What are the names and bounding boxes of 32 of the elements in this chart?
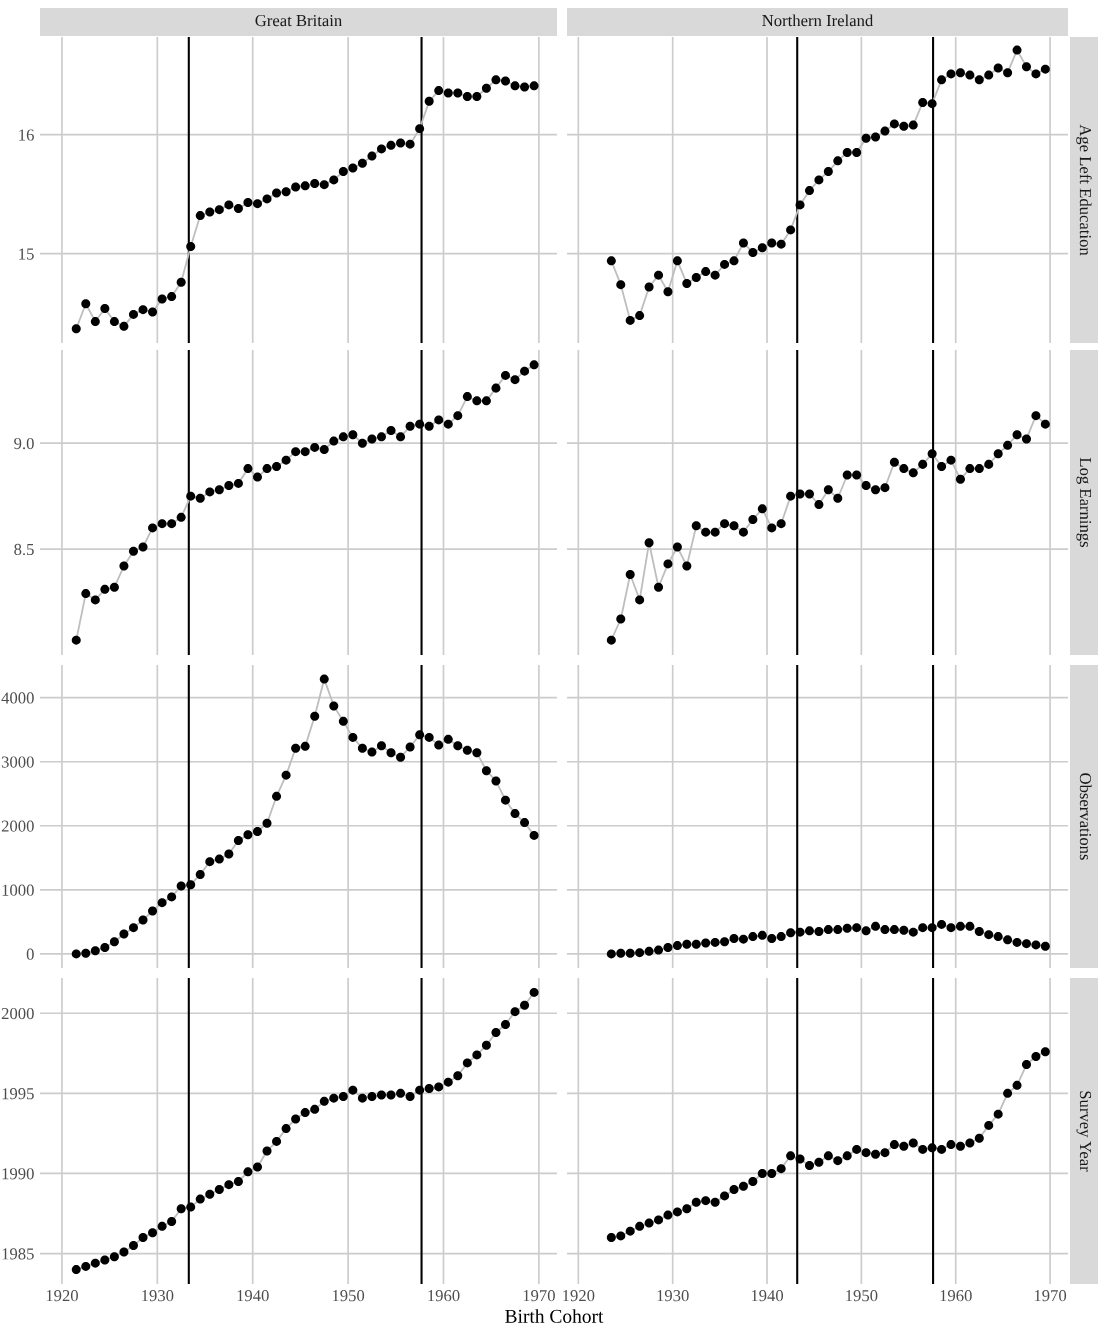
x-axis-title: Birth Cohort <box>505 1309 604 1323</box>
x-tick-label: 1920 <box>46 1290 78 1302</box>
y-tick-label: 2000 <box>1 1007 34 1020</box>
y-tick-label: 1000 <box>2 884 34 896</box>
chart-title: Great Britain <box>255 14 342 27</box>
x-tick-label: 1970 <box>1034 1290 1067 1302</box>
y-tick-label: 8.5 <box>14 543 34 556</box>
y-axis-title: Observations <box>1079 773 1092 860</box>
y-tick-label: 2000 <box>1 820 34 832</box>
y-tick-label: 3000 <box>1 756 34 768</box>
y-tick-label: 1995 <box>2 1088 34 1100</box>
x-tick-label: 1960 <box>428 1290 460 1302</box>
x-tick-label: 1920 <box>563 1290 595 1302</box>
x-tick-label: 1950 <box>846 1290 878 1302</box>
x-tick-label: 1950 <box>332 1290 365 1302</box>
chart-title: Northern Ireland <box>762 14 874 27</box>
x-tick-label: 1960 <box>940 1290 972 1302</box>
y-axis-title: Survey Year <box>1076 1091 1092 1172</box>
x-tick-label: 1970 <box>523 1290 555 1302</box>
y-tick-label: 1985 <box>2 1248 34 1260</box>
x-tick-label: 1930 <box>657 1290 689 1302</box>
y-tick-label: 1990 <box>2 1168 34 1180</box>
y-tick-label: 9.0 <box>14 437 34 450</box>
y-tick-label: 4000 <box>1 692 34 704</box>
y-tick-label: 15 <box>19 248 34 260</box>
x-tick-label: 1940 <box>751 1290 784 1302</box>
x-tick-label: 1930 <box>142 1290 174 1302</box>
y-tick-label: 16 <box>19 129 34 141</box>
x-tick-label: 1940 <box>237 1290 269 1302</box>
y-axis-title: Age Left Education <box>1076 124 1092 256</box>
y-tick-label: 0 <box>26 948 34 960</box>
y-axis-title: Log Earnings <box>1076 457 1092 548</box>
